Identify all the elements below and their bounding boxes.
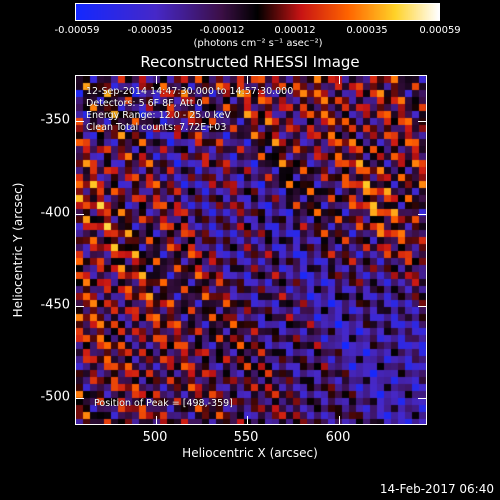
colorbar-tick: 0.00035 [346, 25, 388, 36]
colorbar-unit: (photons cm⁻² s⁻¹ asec⁻²) [193, 38, 323, 49]
axis-tick-mark [418, 214, 426, 215]
y-tick-label: -450 [40, 297, 70, 313]
x-axis-label: Heliocentric X (arcsec) [182, 446, 318, 460]
y-axis-label: Heliocentric Y (arcsec) [11, 182, 25, 318]
colorbar-tick: 0.00012 [274, 25, 316, 36]
colorbar-tick: -0.00012 [199, 25, 245, 36]
annotation-time: 12-Sep-2014 14:47:30.000 to 14:57:30.000 [86, 86, 294, 97]
axis-tick-mark [418, 121, 426, 122]
x-tick-label: 500 [142, 430, 168, 445]
annotation-energy: Energy Range: 12.0 - 25.0 keV [86, 110, 231, 121]
axis-tick-mark [76, 214, 84, 215]
heatmap-image [76, 76, 426, 424]
axis-tick-mark [418, 306, 426, 307]
axis-tick-mark [76, 121, 84, 122]
colorbar-tick: 0.00059 [419, 25, 461, 36]
annotation-detectors: Detectors: 5 6F 8F, Att 0 [86, 98, 203, 109]
axis-tick-mark [418, 398, 426, 399]
y-tick-label: -500 [40, 389, 70, 405]
axis-tick-mark [339, 416, 340, 424]
x-tick-label: 550 [233, 430, 259, 445]
axis-tick-mark [76, 398, 84, 399]
colorbar-tick: -0.00059 [54, 25, 100, 36]
colorbar [75, 3, 440, 21]
y-tick-label: -350 [40, 112, 70, 128]
axis-tick-mark [339, 76, 340, 84]
plot-area: 12-Sep-2014 14:47:30.000 to 14:57:30.000… [75, 75, 427, 425]
x-tick-label: 600 [325, 430, 351, 445]
peak-position-label: Position of Peak = [498,-359] [94, 398, 233, 409]
timestamp: 14-Feb-2017 06:40 [379, 482, 494, 496]
axis-tick-mark [247, 416, 248, 424]
axis-tick-mark [76, 306, 84, 307]
y-tick-label: -400 [40, 205, 70, 221]
axis-tick-mark [156, 76, 157, 84]
colorbar-tick: -0.00035 [127, 25, 173, 36]
axis-tick-mark [156, 416, 157, 424]
annotation-counts: Clean Total counts: 7.72E+03 [86, 122, 227, 133]
chart-title: Reconstructed RHESSI Image [140, 53, 360, 71]
axis-tick-mark [247, 76, 248, 84]
